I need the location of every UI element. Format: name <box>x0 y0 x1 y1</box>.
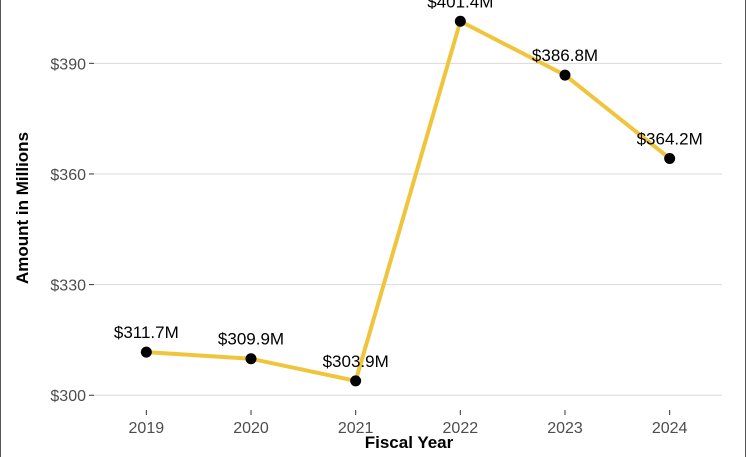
x-tick-label: 2019 <box>129 420 165 437</box>
data-label: $401.4M <box>427 0 493 11</box>
series-group <box>140 15 676 387</box>
y-tick-label: $360 <box>50 167 86 184</box>
y-tick-label: $300 <box>50 388 86 405</box>
data-label: $303.9M <box>323 352 389 371</box>
x-tick-label: 2020 <box>233 420 269 437</box>
series-line <box>144 19 672 383</box>
data-label: $311.7M <box>114 323 179 342</box>
data-point <box>140 346 152 358</box>
y-axis-title: Amount in Millions <box>13 132 32 284</box>
data-point <box>245 353 257 365</box>
x-axis-title: Fiscal Year <box>365 433 454 452</box>
x-tick-label: 2021 <box>338 420 374 437</box>
x-tick-label: 2023 <box>547 420 583 437</box>
data-point <box>664 152 676 164</box>
data-point <box>559 69 571 81</box>
data-label: $309.9M <box>218 330 284 349</box>
data-label: $364.2M <box>637 129 703 148</box>
data-labels: $311.7M $309.9M $303.9M $401.4M $386.8M $364.… <box>114 0 703 371</box>
gridlines <box>94 62 722 396</box>
y-tick-label: $330 <box>50 278 86 295</box>
data-label: $386.8M <box>532 46 598 65</box>
y-tick-label: $390 <box>50 56 86 73</box>
x-tick-label: 2022 <box>443 420 479 437</box>
y-axis: $300 $330 $360 $390 <box>50 56 94 405</box>
x-tick-label: 2024 <box>652 420 688 437</box>
data-point <box>350 375 362 387</box>
x-axis: 2019 2020 2021 2022 2023 2024 <box>129 410 688 437</box>
data-point <box>454 15 466 27</box>
